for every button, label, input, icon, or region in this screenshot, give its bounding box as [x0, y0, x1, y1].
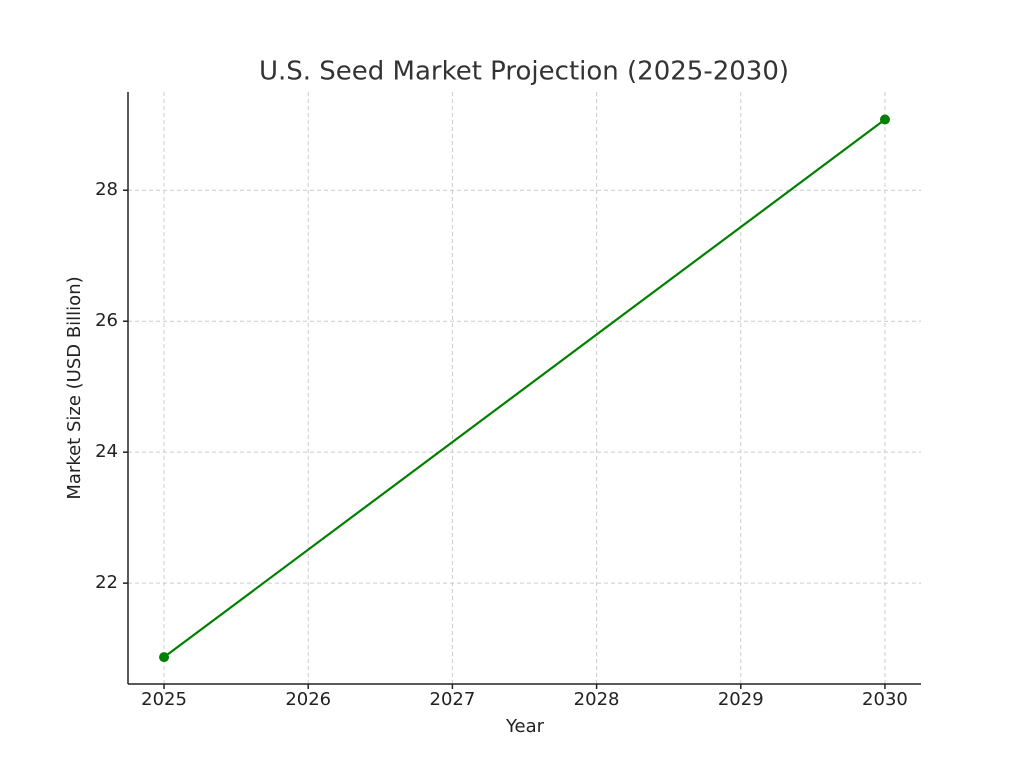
y-tick-label: 24: [95, 441, 118, 462]
x-tick-label: 2027: [430, 689, 476, 710]
chart-title: U.S. Seed Market Projection (2025-2030): [259, 57, 789, 87]
x-tick-label: 2030: [862, 689, 908, 710]
y-tick-label: 28: [95, 179, 118, 200]
data-point: [159, 652, 170, 663]
x-tick-label: 2026: [285, 689, 331, 710]
x-tick-label: 2029: [718, 689, 764, 710]
data-line: [163, 118, 886, 659]
y-axis-label: Market Size (USD Billion): [64, 276, 85, 499]
data-point: [879, 114, 890, 125]
y-tick-label: 26: [95, 310, 118, 331]
x-axis-label: Year: [505, 716, 545, 737]
x-tick-label: 2028: [574, 689, 620, 710]
y-tick-label: 22: [95, 572, 118, 593]
x-tick-label: 2025: [141, 689, 187, 710]
